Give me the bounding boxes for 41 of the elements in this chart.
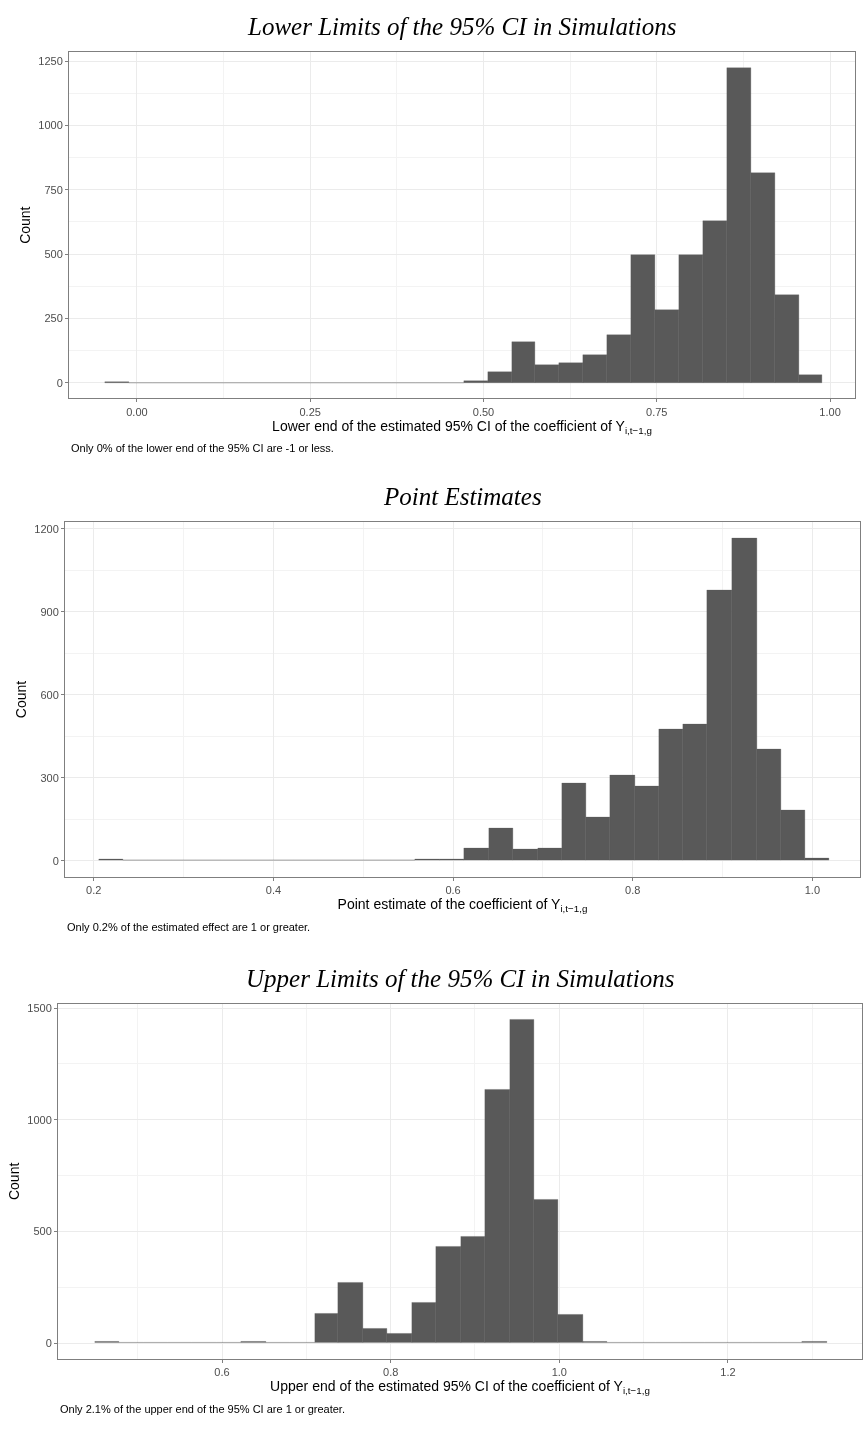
- y-tick-label: 0: [45, 1336, 52, 1349]
- x-axis-title: Lower end of the estimated 95% CI of the coefficient of Y$_{i,t−1,g}$: [272, 417, 652, 436]
- y-tick-label: 1250: [38, 55, 63, 68]
- y-tick-label: 0: [56, 376, 63, 389]
- x-tick-label: 1.2: [720, 1366, 736, 1379]
- y-tick-label: 600: [40, 688, 59, 701]
- x-tick-label: 1.0: [551, 1366, 567, 1379]
- x-tick-label: 1.00: [819, 405, 841, 418]
- x-tick-label: 1.0: [804, 883, 821, 896]
- y-tick-label: 1000: [38, 119, 63, 132]
- x-axis-title: Point estimate of the coefficient of Y$_{i,t−1,g}$: [337, 895, 588, 914]
- y-tick-label: 900: [40, 605, 59, 618]
- y-axis-title: Count: [5, 1162, 22, 1201]
- x-tick-label: 0.75: [646, 405, 668, 418]
- chart-title: Lower Limits of the 95% CI in Simulations: [247, 13, 677, 40]
- x-axis-title: Upper end of the estimated 95% CI of the coefficient of Y$_{i,t−1,g}$: [270, 1378, 650, 1397]
- y-tick-label: 750: [44, 183, 63, 196]
- y-tick-label: 1500: [27, 1001, 52, 1014]
- x-tick-label: 0.50: [472, 405, 495, 418]
- y-tick-label: 300: [40, 771, 59, 784]
- y-axis-title: Count: [16, 206, 33, 244]
- x-tick-label: 0.25: [299, 405, 321, 418]
- chart-title: Point Estimates: [383, 483, 542, 510]
- text: Only 0.2% of the estimated effect are 1 or greater.: [67, 921, 311, 933]
- text: Only 0% of the lower end of the 95% CI are -1 or less.: [71, 442, 334, 454]
- y-tick-label: 250: [44, 312, 63, 325]
- x-tick-label: 0.8: [625, 883, 641, 896]
- y-tick-label: 500: [44, 247, 63, 260]
- x-tick-label: 0.6: [445, 883, 461, 896]
- y-tick-label: 1200: [34, 522, 59, 535]
- x-tick-label: 0.8: [383, 1366, 399, 1379]
- y-tick-label: 500: [33, 1225, 52, 1238]
- text: Only 2.1% of the upper end of the 95% CI are 1 or greater.: [60, 1403, 345, 1415]
- chart-title: Upper Limits of the 95% CI in Simulations: [246, 965, 675, 992]
- x-tick-label: 0.6: [214, 1366, 230, 1379]
- y-axis-title: Count: [12, 680, 29, 719]
- x-tick-label: 0.00: [126, 405, 148, 418]
- x-tick-label: 0.2: [86, 883, 102, 896]
- y-tick-label: 1000: [27, 1113, 52, 1126]
- y-tick-label: 0: [52, 854, 59, 867]
- x-tick-label: 0.4: [265, 883, 282, 896]
